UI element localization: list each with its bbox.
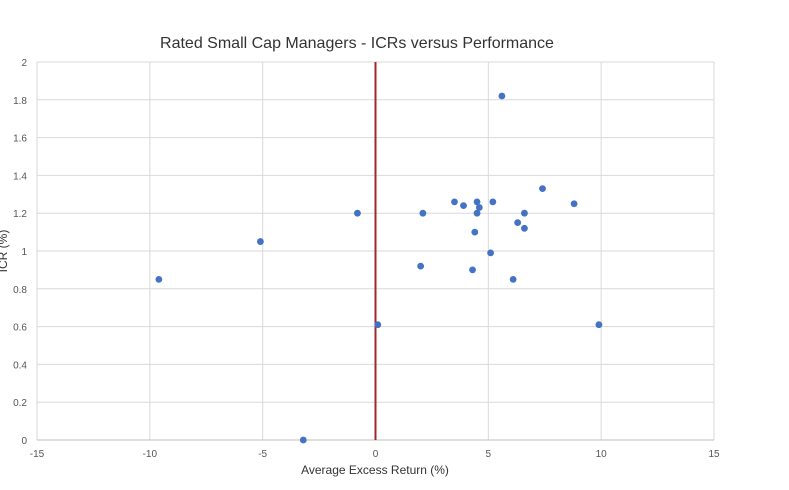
data-point	[417, 262, 425, 270]
data-point	[419, 209, 427, 217]
chart-title: Rated Small Cap Managers - ICRs versus P…	[160, 35, 554, 52]
data-point	[521, 224, 528, 232]
y-tick-labels: 0 0.2 0.4 0.6 0.8 1 1.2 1.4 1.6 1.8 2	[13, 58, 27, 447]
x-tick-label: 10	[596, 449, 608, 460]
y-tick-label: 1.8	[13, 96, 27, 107]
data-point	[374, 321, 382, 329]
data-point	[155, 275, 163, 283]
data-point	[469, 266, 476, 274]
data-point	[473, 198, 481, 206]
x-tick-label: 5	[486, 449, 492, 460]
x-tick-label: -15	[30, 449, 45, 460]
y-tick-label: 1.4	[13, 171, 27, 182]
data-point	[487, 249, 494, 257]
y-tick-label: 0.2	[13, 398, 27, 409]
x-tick-label: -10	[143, 449, 158, 460]
y-tick-label: 1.2	[13, 209, 27, 220]
data-point	[570, 200, 578, 208]
x-tick-label: 15	[708, 449, 720, 460]
data-point	[489, 198, 497, 206]
x-tick-labels: -15 -10 -5 0 5 10 15	[30, 449, 720, 460]
x-tick-label: -5	[258, 449, 267, 460]
y-tick-label: 2	[21, 58, 27, 69]
x-tick-label: 0	[373, 449, 379, 460]
data-point	[475, 204, 483, 211]
data-point	[473, 209, 481, 217]
data-points	[155, 92, 603, 444]
y-tick-label: 0.6	[13, 323, 27, 334]
data-point	[471, 228, 479, 236]
y-axis-label: ICR (%)	[0, 230, 10, 273]
data-point	[509, 275, 517, 283]
y-tick-label: 1	[21, 247, 27, 258]
data-point	[595, 321, 603, 329]
y-tick-label: 0.8	[13, 285, 27, 296]
y-tick-label: 0.4	[13, 360, 27, 371]
data-point	[257, 238, 264, 245]
data-point	[521, 209, 528, 217]
data-point	[451, 198, 458, 206]
x-axis-label: Average Excess Return (%)	[301, 463, 449, 477]
data-point	[539, 185, 546, 193]
data-point	[354, 209, 361, 217]
y-tick-label: 0	[21, 436, 27, 447]
data-point	[460, 202, 467, 210]
data-point	[514, 219, 522, 227]
y-tick-label: 1.6	[13, 134, 27, 145]
data-point	[299, 436, 307, 444]
data-point	[498, 92, 506, 100]
